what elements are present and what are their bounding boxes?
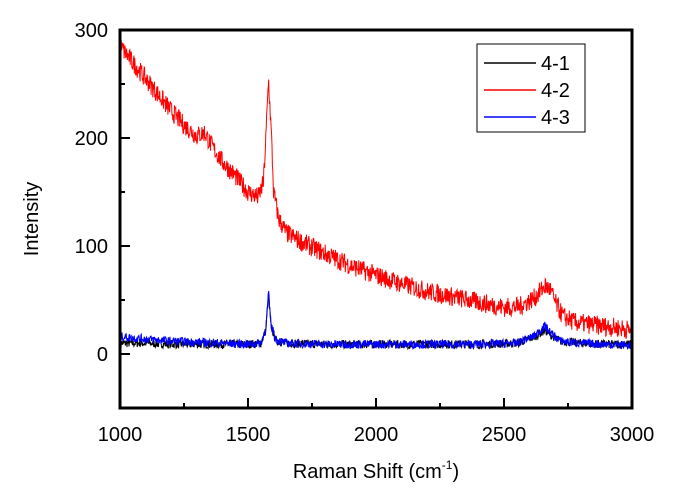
x-axis-title: Raman Shift (cm-1) xyxy=(293,458,459,483)
legend-label-4-3: 4-3 xyxy=(541,107,570,129)
y-tick-label: 300 xyxy=(75,20,108,42)
legend: 4-1 4-2 4-3 xyxy=(476,43,586,133)
y-tick-label: 200 xyxy=(75,128,108,150)
x-tick-label: 2500 xyxy=(482,424,527,446)
y-axis: 0 100 200 300 xyxy=(75,20,130,409)
x-tick-label: 3000 xyxy=(610,424,655,446)
x-tick-label: 1000 xyxy=(98,424,143,446)
y-axis-title: Intensity xyxy=(21,182,43,256)
y-tick-label: 100 xyxy=(75,236,108,258)
x-axis-title-main: Raman Shift (cm xyxy=(293,461,442,483)
series-layer xyxy=(119,40,633,351)
series-line-4-2 xyxy=(119,40,633,339)
x-axis-title-close: ) xyxy=(452,461,459,483)
y-tick-label: 0 xyxy=(97,344,108,366)
x-tick-label: 2000 xyxy=(354,424,399,446)
x-axis: 1000 1500 2000 2500 3000 xyxy=(98,398,655,446)
x-tick-label: 1500 xyxy=(226,424,271,446)
series-line-4-3 xyxy=(119,290,633,351)
legend-label-4-2: 4-2 xyxy=(541,80,570,102)
legend-label-4-1: 4-1 xyxy=(541,53,570,75)
x-axis-title-sup: -1 xyxy=(442,458,453,472)
